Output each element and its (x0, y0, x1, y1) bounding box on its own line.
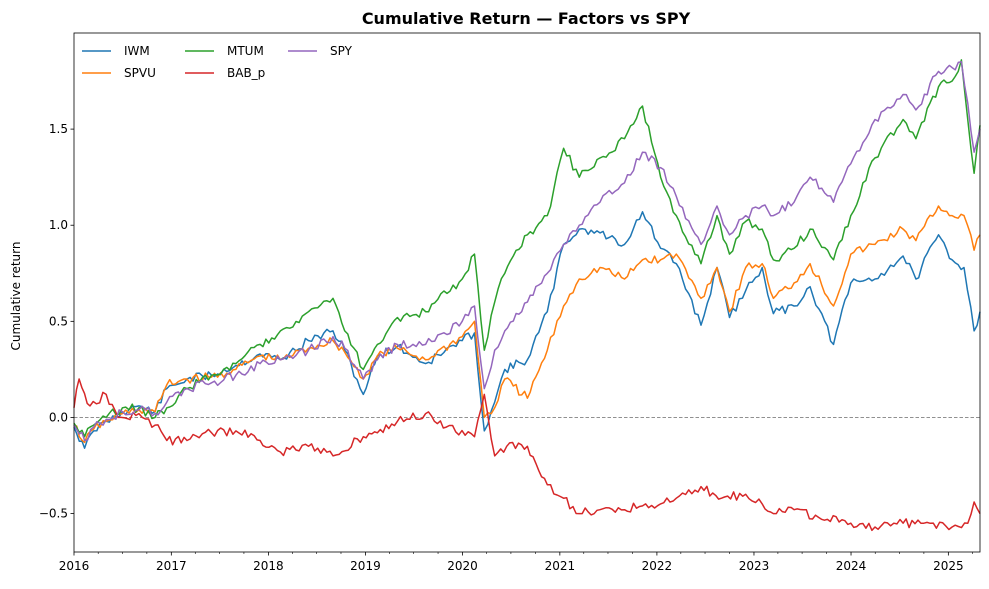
y-tick-label: 0.5 (49, 314, 68, 328)
series-line-mtum (73, 59, 981, 438)
x-tick-label: 2022 (642, 559, 673, 573)
x-tick-label: 2021 (545, 559, 576, 573)
x-tick-label: 2024 (836, 559, 867, 573)
x-tick-label: 2019 (350, 559, 381, 573)
y-tick-label: 1.0 (49, 218, 68, 232)
plot-frame (73, 32, 981, 553)
y-tick-label: −0.5 (39, 507, 68, 521)
legend-label-spvu: SPVU (124, 66, 156, 80)
series-line-spvu (73, 205, 981, 444)
x-tick-label: 2020 (447, 559, 478, 573)
legend-label-iwm: IWM (124, 44, 150, 58)
plot-area: −0.5 0.0 0.5 1.0 1.5 2016 2017 2018 2019 2020 2021… (39, 32, 981, 573)
x-tick-label: 2023 (739, 559, 770, 573)
chart-title: Cumulative Return — Factors vs SPY (362, 9, 691, 28)
y-tick-label: 0.0 (49, 410, 68, 424)
y-axis-label: Cumulative return (9, 242, 23, 351)
series-line-iwm (73, 211, 981, 449)
x-tick-label: 2025 (933, 559, 964, 573)
y-tick-label: 1.5 (49, 122, 68, 136)
legend-label-mtum: MTUM (227, 44, 264, 58)
series-line-spy (73, 61, 981, 442)
series-line-bab_p (73, 378, 981, 532)
x-tick-label: 2016 (59, 559, 90, 573)
legend-label-bab_p: BAB_p (227, 66, 265, 80)
legend-label-spy: SPY (330, 44, 353, 58)
x-tick-label: 2018 (253, 559, 284, 573)
x-tick-label: 2017 (156, 559, 187, 573)
